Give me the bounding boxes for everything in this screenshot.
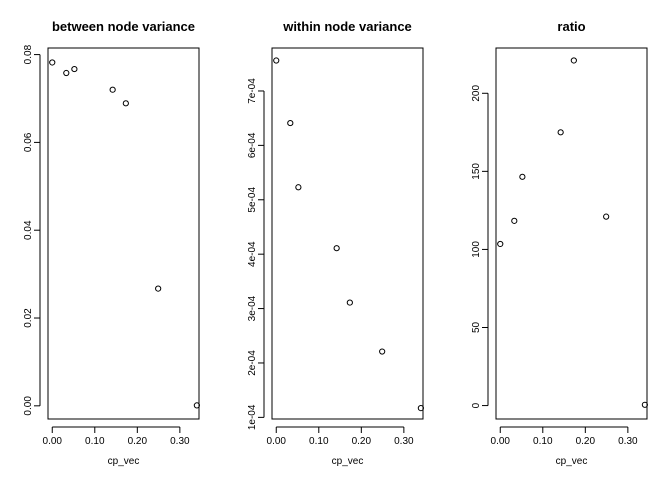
x-tick-label: 0.20 (576, 436, 596, 447)
data-point (287, 119, 294, 127)
x-tick-label: 0.10 (309, 436, 329, 447)
x-tick-label: 0.20 (128, 436, 148, 447)
x-tick-label: 0.30 (618, 436, 638, 447)
x-tick-label: 0.10 (533, 436, 553, 447)
y-tick-label: 1e-04 (247, 404, 258, 430)
y-axis: 0 50 100 150 200 (471, 85, 489, 408)
data-point (193, 402, 200, 409)
x-tick-label: 0.00 (267, 436, 287, 447)
y-tick-label: 3e-04 (247, 295, 258, 321)
data-point (346, 299, 353, 306)
y-tick-label: 0.02 (23, 308, 34, 328)
y-tick-label: 200 (471, 85, 482, 102)
plot-frame (271, 47, 424, 420)
x-axis-label: cp_vec (108, 456, 140, 467)
x-tick-label: 0.10 (85, 436, 105, 447)
y-tick-label: 0.06 (23, 132, 34, 152)
chart-title: between node variance (52, 19, 195, 34)
x-axis: 0.00 0.10 0.20 0.30 (267, 426, 414, 447)
chart-title: within node variance (282, 19, 412, 34)
y-tick-label: 2e-04 (247, 350, 258, 376)
y-tick-label: 7e-04 (247, 78, 258, 104)
data-point (570, 57, 577, 64)
data-point (273, 57, 280, 64)
plot-frame (495, 47, 648, 420)
plot-frame (47, 47, 200, 420)
y-tick-label: 0.08 (23, 44, 34, 64)
x-axis: 0.00 0.10 0.20 0.30 (491, 426, 638, 447)
panel-2: within node variance 0.00 0.10 0.20 0.30 cp_v… (247, 19, 424, 467)
data-point (557, 129, 564, 136)
x-tick-label: 0.00 (491, 436, 511, 447)
y-tick-label: 5e-04 (247, 187, 258, 213)
data-point (603, 213, 610, 220)
series-points (497, 57, 648, 408)
data-point (511, 217, 518, 224)
y-tick-label: 50 (471, 322, 482, 334)
y-tick-label: 0.04 (23, 220, 34, 240)
x-tick-label: 0.00 (43, 436, 63, 447)
y-tick-label: 150 (471, 163, 482, 180)
x-axis-label: cp_vec (556, 456, 588, 467)
y-tick-label: 6e-04 (247, 132, 258, 158)
data-point (519, 173, 526, 180)
y-tick-label: 4e-04 (247, 241, 258, 267)
x-tick-label: 0.30 (394, 436, 414, 447)
x-axis: 0.00 0.10 0.20 0.30 (43, 426, 190, 447)
data-point (641, 401, 648, 408)
y-tick-label: 100 (471, 241, 482, 258)
x-tick-label: 0.30 (170, 436, 190, 447)
y-tick-label: 0 (471, 402, 482, 408)
x-tick-label: 0.20 (352, 436, 372, 447)
data-point (71, 65, 78, 73)
data-point (49, 59, 56, 66)
y-tick-label: 0.00 (23, 396, 34, 416)
y-axis: 0.00 0.02 0.04 0.06 0.08 (23, 44, 41, 416)
x-axis-label: cp_vec (332, 456, 364, 467)
chart-title: ratio (557, 19, 585, 34)
data-point (155, 285, 162, 292)
data-point (295, 184, 302, 191)
series-points (273, 57, 424, 412)
data-point (417, 405, 424, 412)
data-point (379, 348, 386, 355)
data-point (497, 240, 504, 248)
data-point (122, 100, 129, 107)
y-axis: 1e-04 2e-04 3e-04 4e-04 5e-04 6e-04 7e-04 (247, 78, 265, 430)
data-point (63, 69, 70, 77)
panel-1: between node variance 0.00 0.10 0.20 0.30 cp_… (23, 19, 200, 467)
series-points (49, 59, 200, 409)
data-point (333, 245, 340, 252)
data-point (109, 86, 116, 93)
panel-3: ratio 0.00 0.10 0.20 0.30 cp_vec 0 50 100 150 200 (471, 19, 648, 467)
